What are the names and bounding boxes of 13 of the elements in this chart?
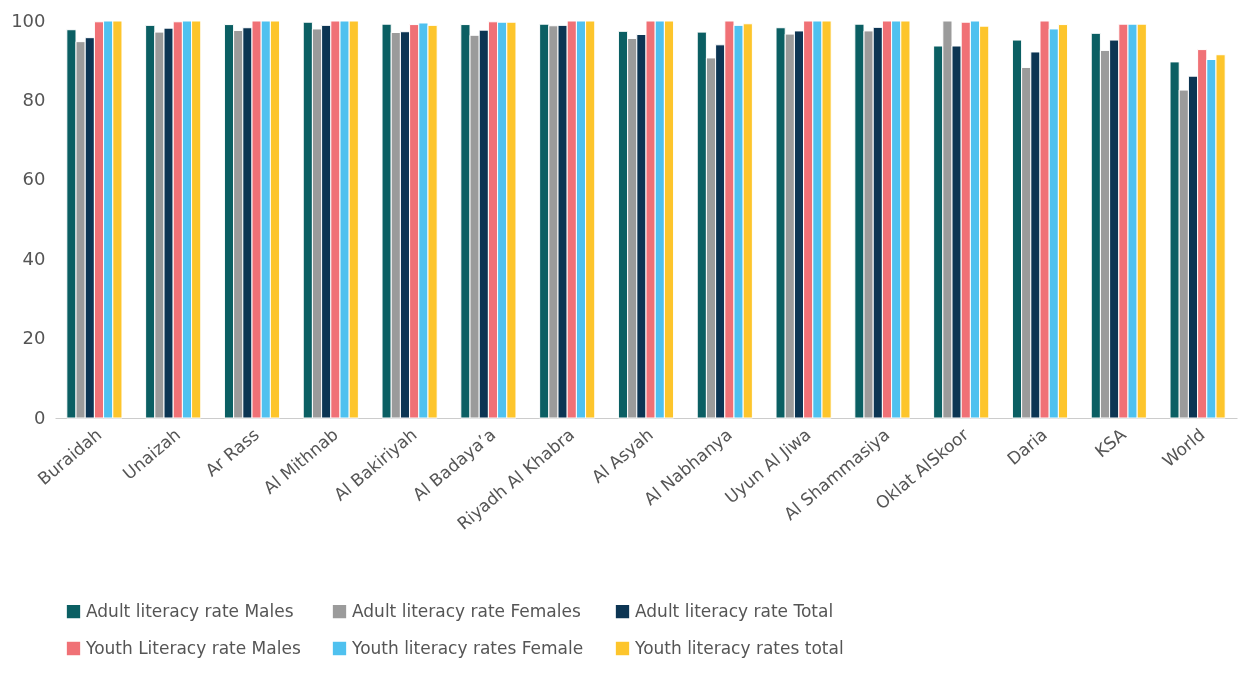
y-tick-label: 60 xyxy=(22,168,46,190)
legend-label: Adult literacy rate Males xyxy=(86,600,294,621)
legend-label: Adult literacy rate Total xyxy=(635,600,834,621)
y-tick-label: 20 xyxy=(22,327,46,349)
y-tick-label: 40 xyxy=(22,247,46,269)
legend-label: Youth Literacy rate Males xyxy=(85,637,301,658)
y-tick-label: 0 xyxy=(34,406,46,428)
legend-label: Youth literacy rates total xyxy=(634,637,844,658)
legend-label: Adult literacy rate Females xyxy=(352,600,581,621)
legend-label: Youth literacy rates Female xyxy=(351,637,584,658)
x-tick-label: KSA xyxy=(1090,423,1131,462)
y-tick-label: 100 xyxy=(11,9,46,31)
y-tick-label: 80 xyxy=(22,88,46,110)
